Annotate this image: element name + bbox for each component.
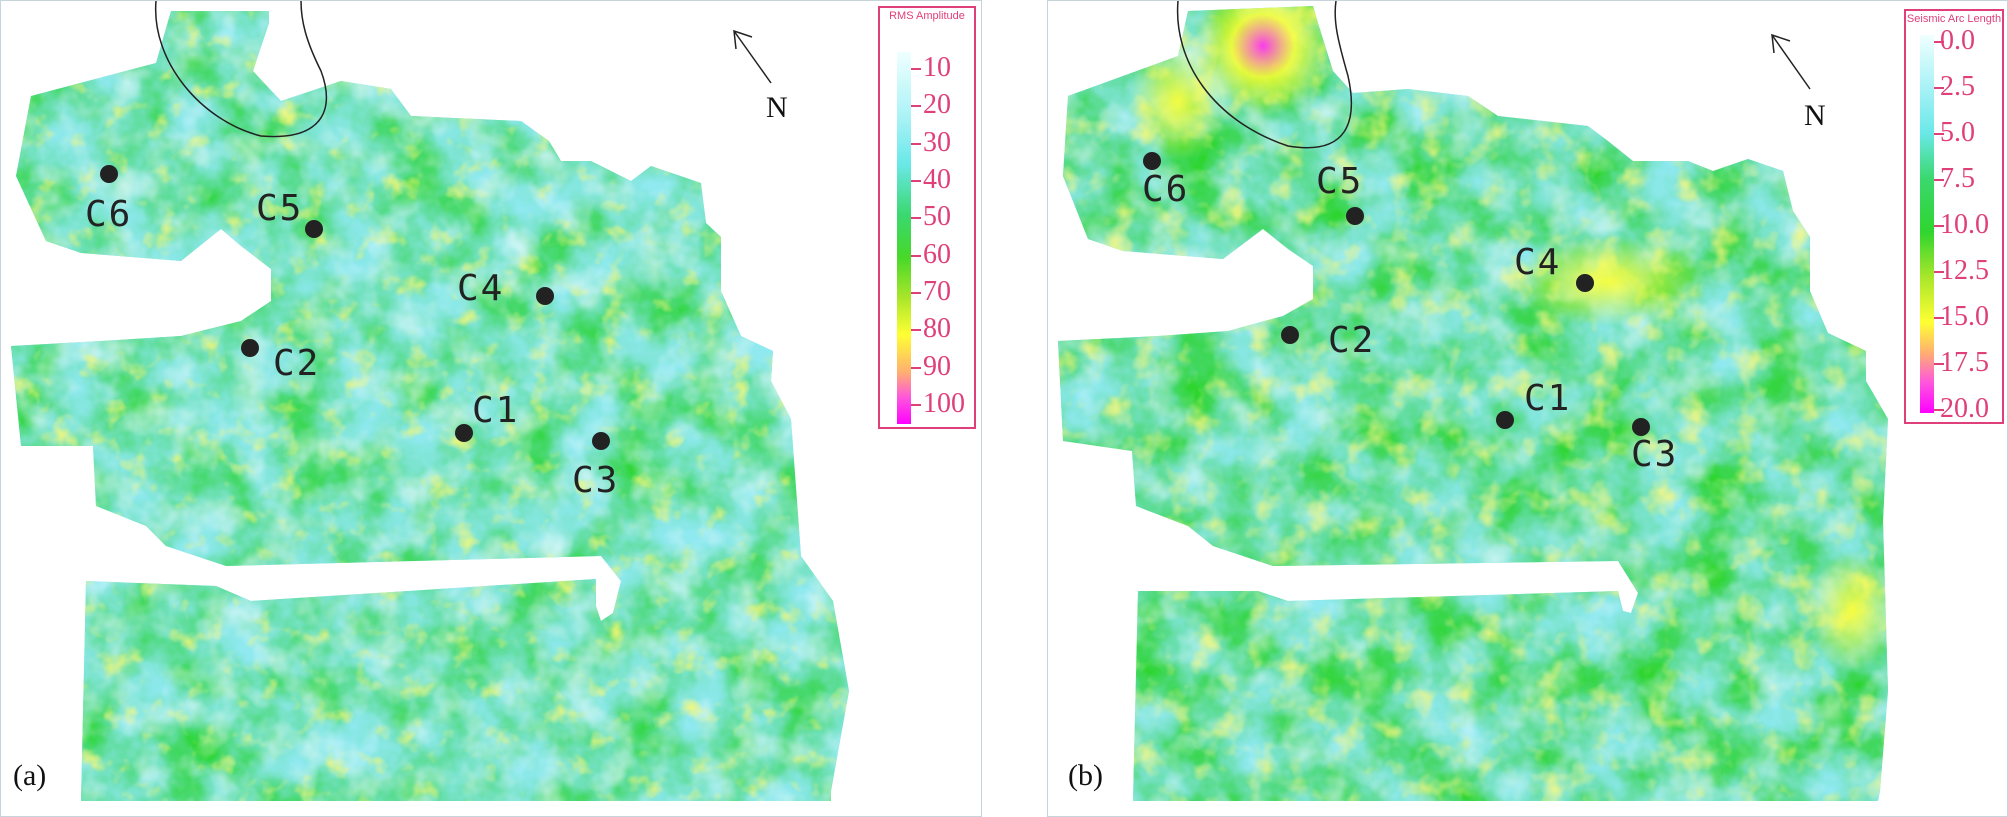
legend-colorbar-b bbox=[1920, 35, 1934, 413]
legend-tick bbox=[1934, 133, 1944, 135]
legend-tick bbox=[911, 366, 921, 369]
map-a bbox=[11, 1, 849, 801]
legend-tick-label: 20 bbox=[923, 89, 951, 121]
well-c1-dot bbox=[1496, 411, 1514, 429]
north-label: N bbox=[1804, 99, 1826, 132]
legend-tick-label: 70 bbox=[923, 276, 951, 307]
legend-tick-label: 10.0 bbox=[1940, 209, 1989, 240]
well-c5-dot bbox=[1346, 207, 1364, 225]
legend-tick bbox=[1934, 271, 1944, 273]
well-c6-dot bbox=[100, 165, 118, 183]
north-arrow-head bbox=[1771, 33, 1791, 54]
well-c2-dot bbox=[241, 339, 259, 357]
legend-tick-label: 15.0 bbox=[1940, 301, 1989, 332]
well-label-c3: C3 bbox=[1631, 434, 1679, 475]
legend-tick bbox=[911, 180, 921, 182]
legend-colorbar-a bbox=[897, 52, 911, 424]
legend-tick bbox=[911, 329, 921, 332]
legend-tick-label: 7.5 bbox=[1940, 163, 1975, 194]
legend-tick-label: 90 bbox=[923, 350, 951, 382]
legend-tick-label: 40 bbox=[923, 164, 951, 195]
panel-label-a: (a) bbox=[13, 759, 47, 792]
well-c5-dot bbox=[305, 220, 323, 238]
panel-label-b: (b) bbox=[1068, 759, 1103, 792]
well-c4-dot bbox=[1576, 274, 1594, 292]
panel-a: N C6 C5 C4 C2 C1 C3 (a) RMS Amplitude 10… bbox=[0, 0, 982, 817]
legend-tick bbox=[1934, 409, 1944, 411]
legend-tick bbox=[911, 404, 921, 406]
legend-tick bbox=[911, 68, 921, 70]
legend-tick-label: 60 bbox=[923, 238, 951, 270]
well-label-c4: C4 bbox=[1514, 242, 1562, 283]
boundary-curve bbox=[1176, 1, 1353, 149]
legend-tick-label: 10 bbox=[923, 52, 951, 83]
well-c3-dot bbox=[592, 432, 610, 450]
north-arrow-line bbox=[1771, 34, 1811, 90]
boundary-curve bbox=[154, 1, 328, 138]
legend-tick bbox=[1934, 87, 1944, 89]
well-c4-dot bbox=[536, 287, 554, 305]
well-c1-dot bbox=[455, 424, 473, 442]
legend-tick-label: 17.5 bbox=[1940, 347, 1989, 378]
well-label-c1: C1 bbox=[1524, 378, 1572, 419]
well-label-c5: C5 bbox=[256, 188, 304, 229]
legend-tick-label: 100 bbox=[923, 388, 965, 419]
well-label-c6: C6 bbox=[1142, 169, 1190, 210]
legend-tick-label: 30 bbox=[923, 126, 951, 158]
well-label-c2: C2 bbox=[1328, 320, 1376, 361]
legend-tick-label: 5.0 bbox=[1940, 117, 1975, 148]
well-label-c6: C6 bbox=[85, 194, 133, 235]
north-label: N bbox=[766, 91, 788, 124]
well-label-c4: C4 bbox=[457, 268, 505, 309]
legend-tick bbox=[1934, 363, 1944, 365]
legend-a: RMS Amplitude 10 20 30 40 50 60 70 80 90 100 bbox=[878, 6, 976, 429]
legend-tick-label: 20.0 bbox=[1940, 393, 1989, 424]
well-c3-dot bbox=[1632, 418, 1650, 436]
legend-tick bbox=[1934, 179, 1944, 181]
legend-tick-label: 2.5 bbox=[1940, 71, 1975, 102]
well-label-c3: C3 bbox=[572, 460, 620, 501]
legend-b: Seismic Arc Length 0.0 2.5 5.0 7.5 10.0 12.5 1… bbox=[1904, 9, 2004, 424]
well-c6-dot bbox=[1143, 152, 1161, 170]
legend-tick bbox=[1934, 41, 1944, 43]
legend-title-a: RMS Amplitude bbox=[889, 10, 965, 22]
legend-tick-label: 0.0 bbox=[1940, 25, 1975, 56]
legend-tick-label: 12.5 bbox=[1940, 255, 1989, 286]
well-label-c5: C5 bbox=[1316, 161, 1364, 202]
well-label-c2: C2 bbox=[273, 343, 321, 384]
legend-tick-label: 80 bbox=[923, 313, 951, 345]
legend-tick bbox=[911, 142, 921, 145]
legend-tick bbox=[911, 254, 921, 257]
north-arrow-line bbox=[733, 30, 772, 84]
well-c2-dot bbox=[1281, 326, 1299, 344]
legend-tick bbox=[911, 217, 921, 220]
legend-tick bbox=[911, 105, 921, 108]
legend-tick-label: 50 bbox=[923, 201, 951, 233]
legend-tick bbox=[1934, 317, 1944, 319]
well-label-c1: C1 bbox=[472, 390, 520, 431]
panel-b: N C6 C5 C4 C2 C1 C3 (b) Seismic Arc Leng… bbox=[1047, 0, 2008, 817]
legend-tick bbox=[1934, 225, 1944, 227]
legend-tick bbox=[911, 292, 921, 294]
legend-title-b: Seismic Arc Length bbox=[1906, 13, 2002, 25]
map-b bbox=[1058, 1, 1888, 801]
north-arrow-head bbox=[733, 29, 753, 50]
